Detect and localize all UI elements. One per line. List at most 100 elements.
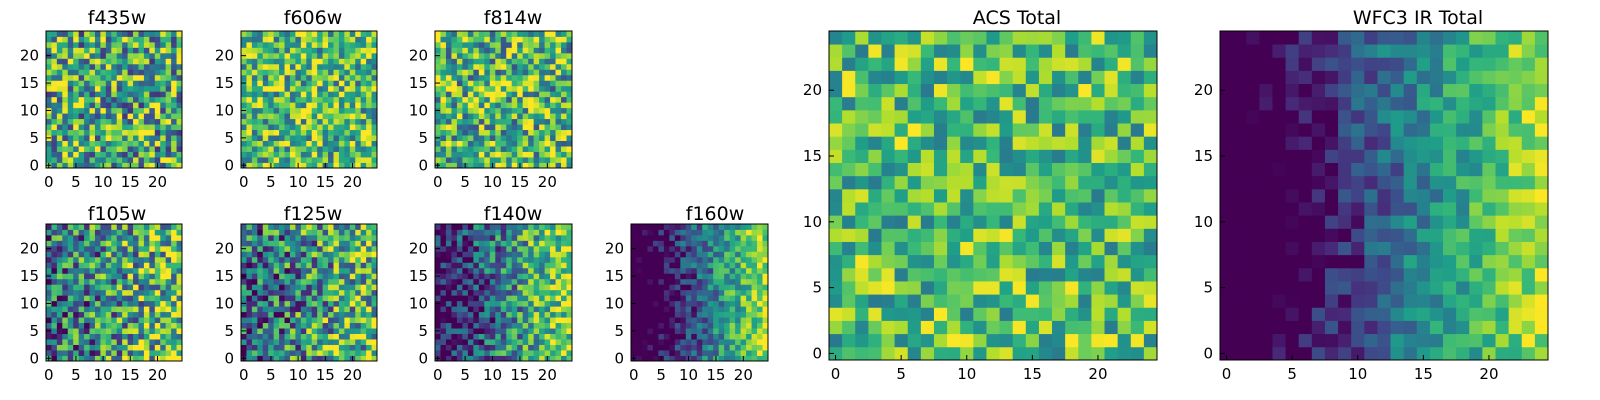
heatmap-cell (680, 289, 687, 296)
heatmap-cell (960, 175, 974, 190)
heatmap-cell (550, 118, 556, 125)
heatmap-cell (171, 47, 177, 54)
heatmap-cell (500, 47, 507, 54)
heatmap-cell (894, 123, 909, 137)
heatmap-cell (495, 267, 502, 274)
heatmap-cell (360, 74, 367, 81)
heatmap-cell (478, 135, 485, 141)
heatmap-cell (46, 74, 52, 81)
heatmap-cell (328, 267, 334, 274)
heatmap-cell (1143, 294, 1158, 308)
heatmap-cell (360, 31, 367, 37)
heatmap-cell (691, 289, 698, 296)
heatmap-cell (868, 162, 882, 177)
heatmap-cell (371, 36, 378, 43)
heatmap-cell (154, 135, 161, 141)
heatmap-cell (829, 123, 843, 137)
heatmap-cell (94, 229, 101, 236)
heatmap-cell (84, 251, 90, 258)
heatmap-cell (46, 306, 52, 313)
heatmap-cell (333, 47, 340, 54)
heatmap-cell (707, 355, 714, 362)
heatmap-cell (544, 129, 551, 136)
heatmap-cell (718, 224, 725, 230)
heatmap-cell (751, 251, 758, 258)
heatmap-cell (143, 107, 150, 114)
heatmap-cell (1117, 254, 1132, 269)
heatmap-cell (257, 118, 264, 125)
heatmap-cell (829, 254, 843, 269)
heatmap-cell (462, 113, 469, 120)
heatmap-cell (881, 241, 895, 256)
heatmap-cell (328, 118, 334, 125)
heatmap-cell (111, 306, 118, 313)
heatmap-cell (366, 295, 372, 302)
heatmap-cell (154, 146, 161, 152)
heatmap-cell (262, 135, 269, 141)
heatmap-cell (122, 135, 128, 141)
heatmap-cell (652, 333, 659, 340)
heatmap-cell (176, 339, 183, 345)
heatmap-cell (1025, 149, 1040, 163)
heatmap-cell (289, 273, 296, 280)
heatmap-cell (46, 267, 52, 274)
heatmap-cell (78, 240, 85, 247)
heatmap-cell (881, 162, 895, 177)
heatmap-cell (933, 346, 948, 361)
heatmap-cell (67, 229, 74, 236)
heatmap-cell (740, 350, 747, 356)
heatmap-cell (467, 273, 474, 280)
heatmap-cell (273, 74, 280, 81)
heatmap-cell (89, 273, 96, 280)
heatmap-cell (149, 278, 156, 285)
heatmap-cell (311, 31, 318, 37)
heatmap-cell (462, 85, 469, 92)
heatmap-cell (484, 273, 491, 280)
heatmap-cell (855, 294, 869, 308)
heatmap-cell (641, 295, 648, 302)
heatmap-cell (360, 273, 367, 280)
heatmap-cell (133, 245, 139, 252)
heatmap-cell (62, 140, 69, 147)
heatmap-cell (555, 146, 562, 152)
heatmap-cell (907, 149, 922, 163)
heatmap-cell (127, 333, 134, 340)
heatmap-cell (868, 123, 882, 137)
heatmap-cell (111, 129, 118, 136)
heatmap-cell (360, 229, 367, 236)
heatmap-cell (371, 151, 378, 158)
heatmap-cell (311, 245, 318, 252)
heatmap-cell (1091, 333, 1105, 348)
heatmap-cell (467, 311, 474, 318)
heatmap-cell (489, 107, 496, 114)
heatmap-cell (241, 284, 247, 291)
heatmap-cell (122, 146, 128, 152)
heatmap-cell (696, 267, 703, 274)
heatmap-cell (484, 135, 491, 141)
heatmap-cell (122, 36, 128, 43)
heatmap-cell (116, 273, 123, 280)
heatmap-cell (246, 350, 253, 356)
heatmap-cell (533, 344, 540, 351)
heatmap-cell (360, 102, 367, 109)
heatmap-cell (51, 333, 58, 340)
heatmap-cell (907, 254, 922, 269)
heatmap-cell (262, 157, 269, 163)
heatmap-cell (273, 278, 280, 285)
heatmap-cell (440, 273, 447, 280)
heatmap-cell (273, 96, 280, 103)
heatmap-cell (1104, 202, 1119, 216)
heatmap-cell (484, 36, 491, 43)
heatmap-cell (56, 229, 63, 236)
heatmap-cell (295, 229, 302, 236)
heatmap-cell (94, 140, 101, 147)
heatmap-cell (561, 157, 567, 163)
heatmap-cell (539, 344, 545, 351)
heatmap-cell (257, 129, 264, 136)
heatmap-cell (122, 41, 128, 48)
heatmap-cell (528, 322, 535, 329)
heatmap-cell (149, 85, 156, 92)
heatmap-cell (842, 267, 856, 282)
heatmap-cell (116, 41, 123, 48)
heatmap-cell (127, 251, 134, 258)
